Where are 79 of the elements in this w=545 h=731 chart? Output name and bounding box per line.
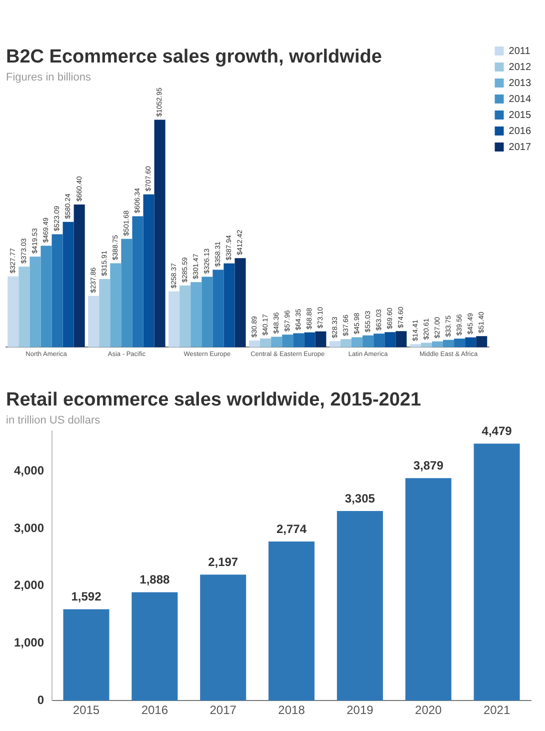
x-tick-label: 2020 (415, 703, 442, 718)
bar (336, 511, 383, 701)
legend-label: 2016 (508, 126, 532, 137)
bar (62, 222, 74, 348)
bar (454, 338, 466, 348)
bar (396, 331, 407, 348)
bar (420, 342, 432, 348)
bar (304, 332, 316, 348)
x-tick-label: 2019 (346, 703, 374, 718)
data-label: 3,879 (413, 458, 444, 472)
bar (405, 478, 452, 701)
bar (99, 278, 110, 348)
bar (132, 216, 144, 348)
data-label: 4,479 (482, 424, 512, 438)
bar (315, 331, 326, 348)
chart-subtitle: in trillion US dollars (6, 414, 101, 426)
bar (224, 263, 235, 348)
x-tick-label: 2018 (278, 703, 306, 718)
bar (476, 336, 488, 348)
data-label: 1,592 (71, 590, 102, 604)
bar (143, 194, 154, 348)
legend-label: 2017 (508, 142, 532, 153)
legend-label: 2013 (508, 78, 532, 89)
bar (410, 344, 421, 348)
bar (200, 574, 246, 701)
data-label: 3,305 (344, 491, 376, 506)
chart-title: B2C Ecommerce sales growth, worldwide (6, 46, 382, 68)
bar (30, 256, 41, 348)
y-tick-label: 2,000 (14, 578, 44, 592)
x-tick-label: 2015 (72, 703, 100, 718)
y-tick-label: 3,000 (14, 520, 44, 535)
bar (212, 270, 224, 348)
data-label: 1,888 (140, 572, 170, 587)
bar (248, 340, 260, 348)
bar (234, 258, 246, 348)
bar (432, 341, 444, 348)
bar (271, 336, 282, 348)
bar (340, 339, 352, 348)
chart-title: Retail ecommerce sales worldwide, 2015-2021 (6, 390, 422, 411)
chart-subtitle: Figures in billions (6, 71, 92, 84)
data-label: 2,774 (276, 522, 307, 536)
bar (268, 541, 315, 701)
data-label: 2,197 (208, 554, 238, 569)
bar (260, 338, 272, 348)
y-tick-label: 4,000 (14, 463, 44, 478)
bar (293, 333, 304, 348)
bar (110, 263, 122, 348)
y-tick-label: 0 (37, 692, 44, 707)
legend-label: 2014 (508, 94, 532, 105)
bar (40, 246, 52, 348)
bar (282, 334, 294, 348)
bar (352, 337, 363, 348)
bar (52, 234, 63, 348)
bar (465, 337, 476, 348)
x-tick-label: 2021 (483, 703, 510, 718)
bar (202, 276, 213, 348)
bar (8, 276, 19, 348)
legend-label: 2012 (508, 62, 532, 73)
bar (74, 204, 85, 348)
bar (374, 334, 385, 348)
bar (132, 592, 178, 701)
x-tick-label: 2016 (141, 703, 168, 718)
bar (63, 609, 110, 701)
bar (329, 341, 340, 348)
legend-label: 2011 (508, 46, 531, 57)
bar (168, 291, 180, 348)
bar (180, 286, 191, 348)
legend-label: 2015 (508, 110, 532, 121)
bar (443, 340, 454, 348)
bar (154, 120, 166, 348)
y-tick-label: 1,000 (14, 636, 44, 650)
bar (474, 444, 520, 701)
bar (190, 282, 202, 348)
bar (362, 335, 374, 348)
bar (121, 238, 132, 348)
bar (88, 296, 100, 348)
x-tick-label: 2017 (210, 703, 237, 718)
bar (18, 266, 30, 348)
bar (384, 332, 396, 348)
